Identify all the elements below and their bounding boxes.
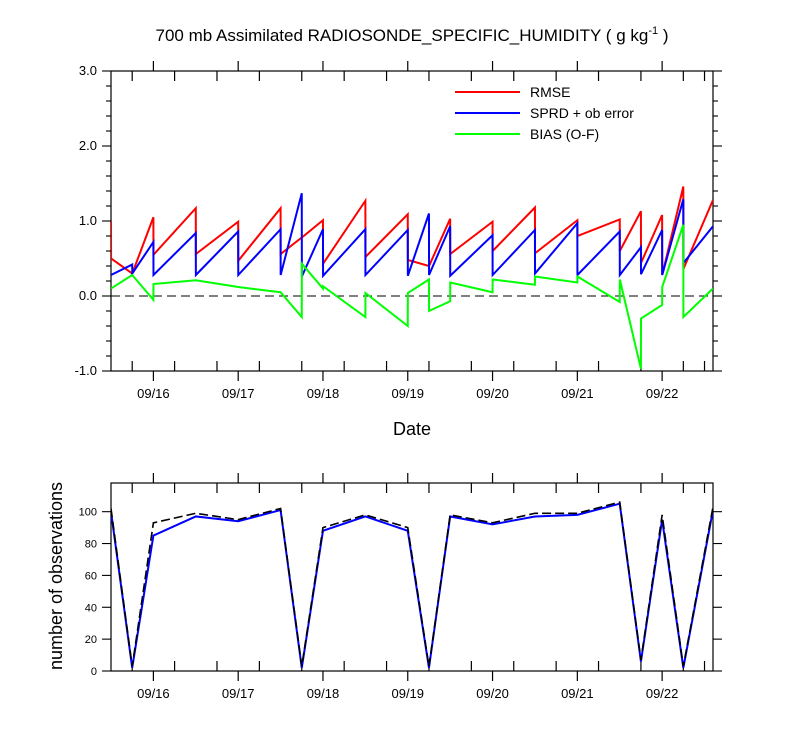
title-superscript: -1	[648, 25, 658, 37]
bottom-plot: 09/16 09/17 09/18 09/19 09/20 09/21 09/22 0 20 40…	[79, 473, 722, 701]
x-tick-label: 09/18	[307, 386, 340, 401]
x-tick-label: 09/22	[646, 386, 679, 401]
title-main: 700 mb Assimilated RADIOSONDE_SPECIFIC_H…	[156, 26, 649, 45]
chart-title: 700 mb Assimilated RADIOSONDE_SPECIFIC_H…	[156, 25, 669, 45]
top-x-axis-title: Date	[393, 419, 431, 439]
y-tick-label: 80	[85, 539, 97, 551]
y-tick-label: 40	[85, 602, 97, 614]
y-tick-label: 60	[85, 570, 97, 582]
y-tick-label: 100	[79, 507, 97, 519]
x-tick-label: 09/16	[137, 686, 170, 701]
legend-label: SPRD + ob error	[530, 105, 634, 121]
series-line-possible	[111, 501, 713, 667]
x-tick-label: 09/20	[476, 686, 509, 701]
series-line-sprd-ob-error	[111, 192, 713, 279]
x-tick-label: 09/18	[307, 686, 340, 701]
series-line-bias-o-f	[111, 224, 713, 369]
legend-label: BIAS (O-F)	[530, 126, 599, 142]
x-tick-label: 09/17	[222, 386, 255, 401]
x-tick-label: 09/19	[391, 386, 424, 401]
bottom-y-axis-title: number of observations	[46, 482, 66, 670]
x-tick-label: 09/21	[561, 686, 594, 701]
legend-label: RMSE	[530, 84, 570, 100]
y-tick-label: 20	[85, 634, 97, 646]
y-tick-label: 3.0	[79, 63, 97, 78]
y-tick-label: 2.0	[79, 138, 97, 153]
plot-frame	[110, 482, 714, 672]
y-tick-label: 0.0	[79, 288, 97, 303]
x-tick-label: 09/22	[646, 686, 679, 701]
top-plot: 09/16 09/17 09/18 09/19 09/20 09/21 09/22 3.0 2.…	[75, 61, 722, 401]
title-end: )	[658, 26, 668, 45]
x-tick-label: 09/19	[391, 686, 424, 701]
y-tick-label: -1.0	[75, 363, 97, 378]
x-tick-label: 09/20	[476, 386, 509, 401]
y-tick-label: 0	[91, 666, 97, 678]
x-tick-label: 09/16	[137, 386, 170, 401]
y-tick-label: 1.0	[79, 213, 97, 228]
x-tick-label: 09/17	[222, 686, 255, 701]
x-tick-label: 09/21	[561, 386, 594, 401]
